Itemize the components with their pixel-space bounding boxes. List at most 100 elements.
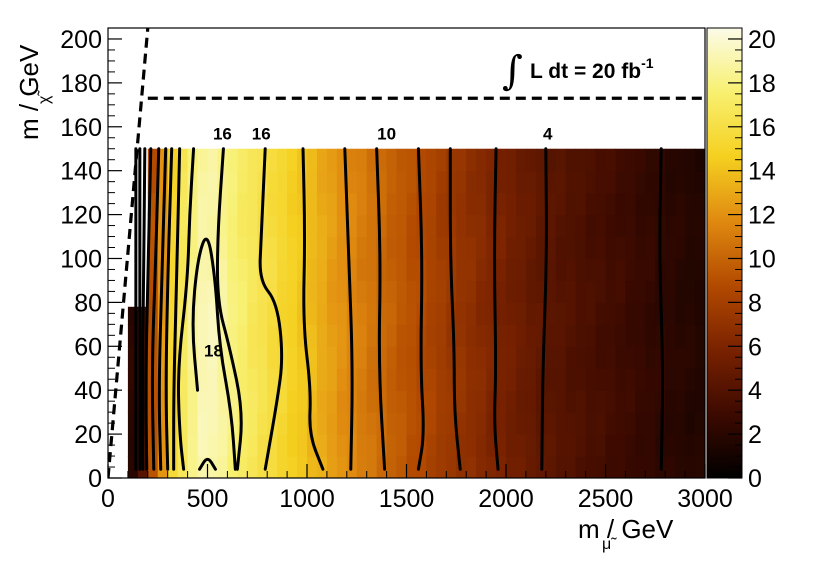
heatmap-cell: [615, 258, 626, 282]
heatmap-cell: [436, 324, 447, 347]
heatmap-cell: [645, 148, 656, 172]
heatmap-cell: [376, 192, 388, 216]
heatmap-cell: [307, 302, 318, 325]
heatmap-cell: [356, 302, 368, 325]
heatmap-cell: [545, 170, 557, 194]
heatmap-cell: [525, 258, 537, 282]
heatmap-cell: [217, 214, 228, 238]
heatmap-cell: [585, 280, 597, 303]
heatmap-cell: [326, 236, 338, 260]
y-tick-label: 20: [74, 421, 102, 449]
heatmap-cell: [396, 324, 408, 347]
heatmap-cell: [297, 324, 308, 347]
heatmap-cell: [316, 236, 328, 260]
heatmap-cell: [287, 390, 298, 413]
heatmap-cell: [187, 236, 199, 260]
heatmap-cell: [336, 148, 348, 172]
heatmap-cell: [247, 214, 258, 238]
heatmap-cell: [565, 346, 577, 369]
heatmap-cell: [237, 214, 248, 238]
contour-label: 4: [543, 124, 553, 143]
heatmap-cell: [595, 324, 607, 347]
heatmap-cell: [506, 148, 517, 172]
heatmap-cell: [506, 324, 517, 347]
heatmap-cell: [486, 368, 497, 391]
heatmap-cell: [466, 368, 477, 391]
x-axis-title-text: m / GeV: [578, 514, 674, 544]
heatmap-cell: [217, 192, 228, 216]
heatmap-cell: [665, 302, 676, 325]
heatmap-cell: [436, 192, 447, 216]
heatmap-cell: [635, 214, 646, 238]
contour-line: [215, 147, 243, 471]
heatmap-cell: [675, 302, 686, 325]
heatmap-cell: [515, 302, 527, 325]
heatmap-cell: [197, 434, 209, 457]
heatmap-cell: [685, 214, 696, 238]
heatmap-cell: [585, 192, 597, 216]
heatmap-cell: [486, 192, 497, 216]
heatmap-cell: [685, 148, 696, 172]
x-tick-label: 2500: [578, 485, 634, 513]
heatmap-cell: [496, 214, 507, 238]
heatmap-cell: [635, 236, 646, 260]
heatmap-cell: [476, 324, 487, 347]
heatmap-cell: [456, 192, 467, 216]
heatmap-cell: [535, 302, 547, 325]
x-tick-label: 0: [101, 485, 115, 513]
heatmap-cell: [157, 434, 169, 457]
heatmap-cell: [575, 302, 587, 325]
heatmap-cell: [396, 456, 408, 478]
heatmap-cell: [555, 170, 567, 194]
heatmap-cell: [665, 390, 676, 413]
heatmap-cell: [426, 192, 437, 216]
heatmap-cell: [496, 368, 507, 391]
heatmap-cell: [535, 280, 547, 303]
heatmap-cell: [486, 148, 497, 172]
heatmap-cell: [506, 412, 517, 435]
heatmap-cell: [316, 302, 328, 325]
heatmap-cell: [346, 280, 358, 303]
heatmap-cell: [267, 302, 278, 325]
heatmap-cell: [376, 214, 388, 238]
heatmap-cell: [525, 324, 537, 347]
heatmap-cell: [466, 302, 477, 325]
heatmap-cell: [187, 258, 199, 282]
heatmap-cell: [376, 346, 388, 369]
heatmap-cell: [356, 434, 368, 457]
colorbar-tick-label: 0: [748, 465, 762, 493]
heatmap-cell: [247, 346, 258, 369]
heatmap-cell: [426, 258, 437, 282]
heatmap-cell: [605, 368, 617, 391]
heatmap-cell: [257, 236, 268, 260]
heatmap-cell: [685, 302, 696, 325]
heatmap-cell: [307, 280, 318, 303]
heatmap-cell: [665, 324, 676, 347]
heatmap-cell: [545, 456, 557, 478]
heatmap-cell: [167, 214, 179, 238]
heatmap-cell: [307, 412, 318, 435]
heatmap-cell: [227, 456, 238, 478]
heatmap-cell: [635, 192, 646, 216]
heatmap-cell: [605, 170, 617, 194]
heatmap-cell: [147, 148, 159, 172]
luminosity-superscript: -1: [641, 55, 654, 71]
heatmap-cell: [267, 324, 278, 347]
heatmap-cell: [426, 412, 437, 435]
heatmap-cell: [585, 346, 597, 369]
heatmap-cell: [635, 302, 646, 325]
heatmap-cell: [376, 236, 388, 260]
heatmap-cell: [227, 258, 238, 282]
heatmap-cell: [535, 236, 547, 260]
heatmap-cell: [217, 434, 228, 457]
heatmap-cell: [525, 192, 537, 216]
heatmap-cell: [525, 412, 537, 435]
colorbar-tick-label: 10: [748, 245, 776, 273]
heatmap-cell: [555, 368, 567, 391]
heatmap-cell: [456, 324, 467, 347]
heatmap-cell: [535, 324, 547, 347]
heatmap-cell: [287, 302, 298, 325]
heatmap-cell: [187, 434, 199, 457]
heatmap-cell: [187, 214, 199, 238]
heatmap-cell: [366, 170, 378, 194]
